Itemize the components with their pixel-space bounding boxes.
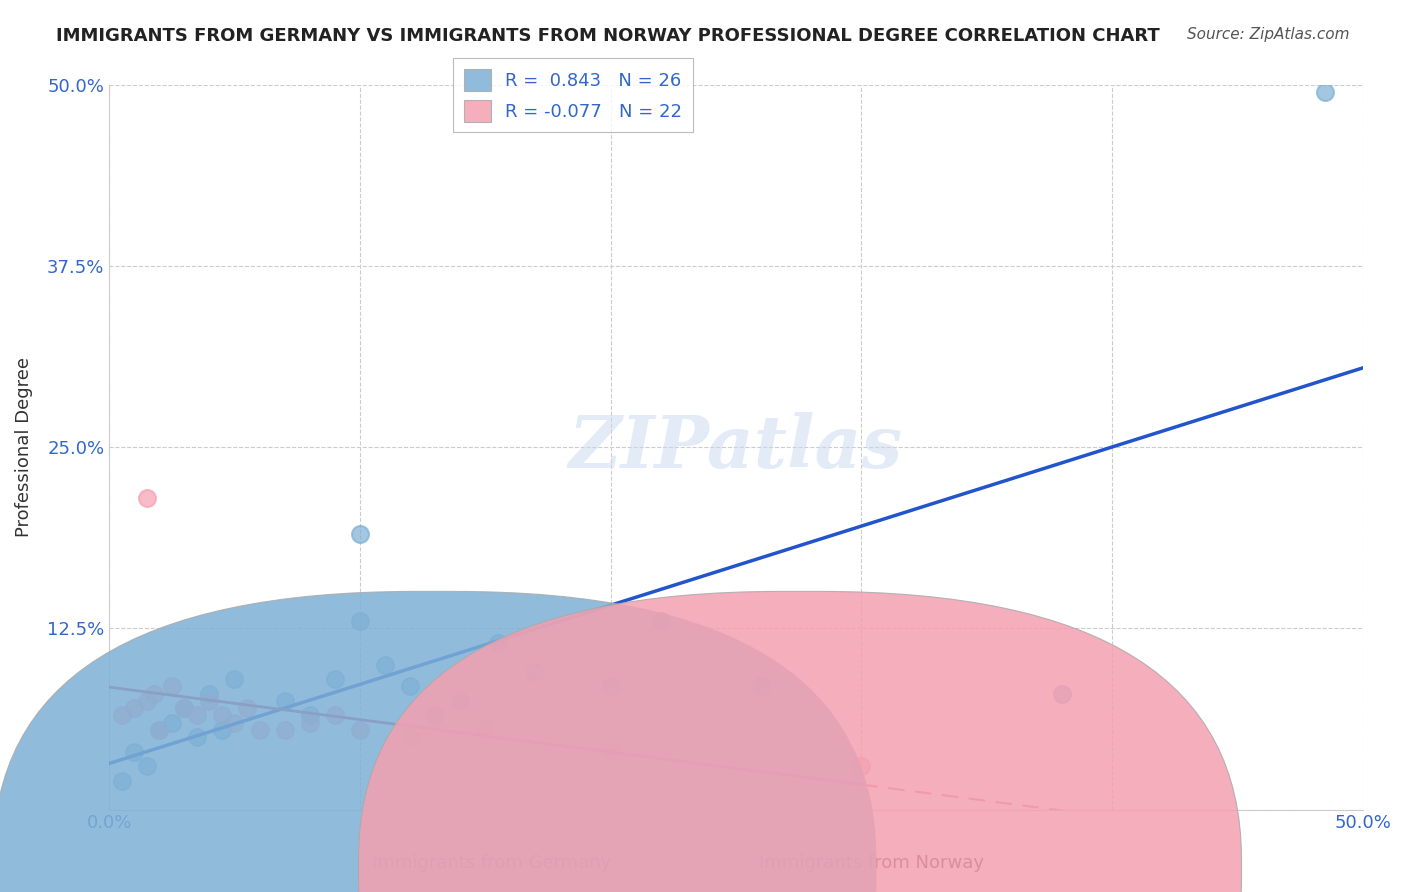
Point [160,679,183,693]
Point [135,759,157,773]
Point [211,708,233,723]
Point [135,694,157,708]
Point [474,723,496,737]
Point [749,679,772,693]
Point [148,723,170,737]
Point [224,672,246,686]
Point [173,701,195,715]
Point [111,773,134,788]
Point [173,701,195,715]
Point [249,723,271,737]
Point [349,527,371,541]
Point [111,708,134,723]
Point [349,723,371,737]
Point [211,723,233,737]
Point [273,723,295,737]
Point [599,745,621,759]
Point [160,715,183,730]
Point [486,636,509,650]
Y-axis label: Professional Degree: Professional Degree [15,357,32,537]
Text: IMMIGRANTS FROM GERMANY VS IMMIGRANTS FROM NORWAY PROFESSIONAL DEGREE CORRELATIO: IMMIGRANTS FROM GERMANY VS IMMIGRANTS FR… [56,27,1160,45]
Point [298,708,321,723]
Point [186,708,208,723]
Text: Immigrants from Germany: Immigrants from Germany [373,855,612,872]
Point [1313,85,1336,99]
Legend: R =  0.843   N = 26, R = -0.077   N = 22: R = 0.843 N = 26, R = -0.077 N = 22 [453,58,693,132]
Point [599,679,621,693]
Point [122,745,145,759]
Point [198,694,221,708]
Point [399,730,422,744]
Point [1050,687,1073,701]
Point [650,614,672,628]
Point [399,679,422,693]
Point [273,694,295,708]
Point [135,491,157,505]
Point [143,687,166,701]
Point [236,701,259,715]
Point [122,701,145,715]
Point [374,657,396,672]
Point [349,614,371,628]
Point [524,665,547,679]
Point [298,715,321,730]
Text: ZIPatlas: ZIPatlas [569,412,903,483]
Point [851,759,873,773]
Point [198,687,221,701]
Text: Source: ZipAtlas.com: Source: ZipAtlas.com [1187,27,1350,42]
Text: Immigrants from Norway: Immigrants from Norway [759,855,984,872]
Point [186,730,208,744]
Point [224,715,246,730]
Point [423,708,446,723]
Point [449,694,471,708]
Point [148,723,170,737]
Point [323,708,346,723]
Point [323,672,346,686]
